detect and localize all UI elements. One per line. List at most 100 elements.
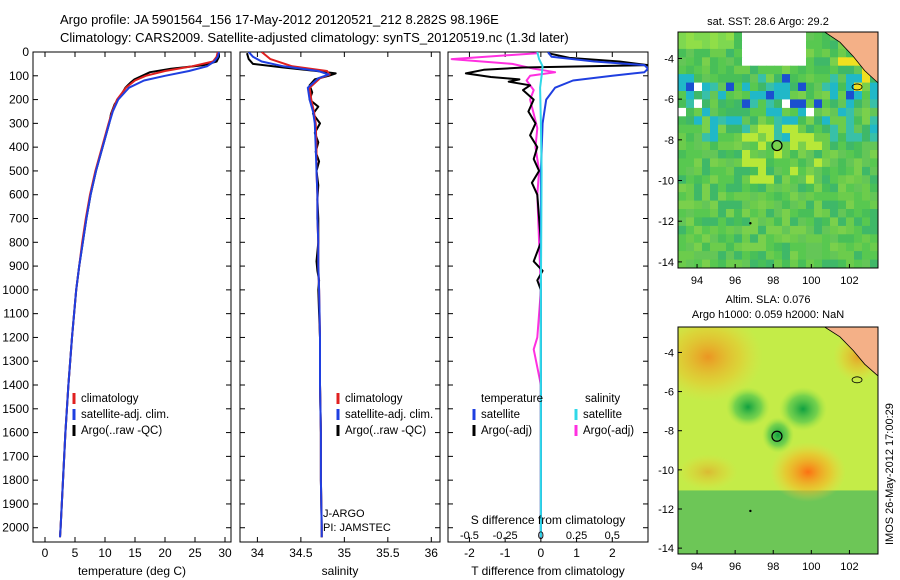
x-tick-label: 15 — [128, 546, 142, 560]
sst-pixel — [766, 74, 775, 83]
sst-pixel — [758, 166, 767, 176]
sst-pixel — [694, 65, 703, 75]
sst-pixel — [702, 65, 711, 75]
sst-pixel — [702, 175, 711, 185]
sst-pixel — [742, 183, 751, 193]
sst-pixel — [750, 200, 759, 210]
sst-pixel — [710, 200, 719, 210]
sst-pixel — [806, 107, 815, 117]
sst-pixel — [838, 217, 847, 227]
sst-pixel — [782, 116, 791, 126]
sst-pixel — [702, 192, 711, 201]
sst-pixel — [734, 48, 743, 58]
y-tick-label: 1300 — [2, 354, 29, 368]
sst-pixel — [742, 242, 751, 252]
sst-pixel — [750, 234, 759, 244]
sst-pixel — [798, 225, 807, 235]
depth-axis: 0 5 10 15 20 25 300100200300400500600700800900… — [2, 45, 232, 560]
sst-pixel — [710, 183, 719, 193]
sst-pixel — [758, 40, 767, 50]
sst-pixel — [694, 57, 703, 67]
sst-pixel — [694, 150, 703, 159]
sst-pixel — [806, 175, 815, 185]
sst-pixel — [798, 32, 807, 41]
sst-pixel — [734, 242, 743, 252]
sst-pixel — [678, 107, 687, 117]
sst-pixel — [822, 217, 831, 227]
sst-pixel — [822, 82, 831, 92]
sst-pixel — [822, 234, 831, 244]
sst-pixel — [742, 225, 751, 235]
sst-pixel — [694, 217, 703, 227]
sst-pixel — [726, 99, 735, 109]
sst-pixel — [806, 225, 815, 235]
sst-pixel — [766, 107, 775, 117]
sst-pixel — [870, 225, 878, 235]
sst-pixel — [742, 234, 751, 244]
sst-pixel — [798, 99, 807, 109]
series-line-s-argo-adj- — [450, 52, 557, 538]
sst-pixel — [686, 192, 695, 201]
sst-pixel — [774, 234, 783, 244]
annotation-pi: PI: JAMSTEC — [323, 522, 391, 534]
sst-pixel — [814, 57, 823, 67]
sst-pixel — [814, 209, 823, 218]
sst-pixel — [710, 234, 719, 244]
sst-pixel — [846, 183, 855, 193]
sst-pixel — [726, 141, 735, 151]
sst-pixel — [718, 183, 727, 193]
temperature-plot-frame — [32, 51, 232, 543]
salinity-axis: 34 34.5 35 35.5 36 — [240, 51, 440, 560]
difference-plot-frame — [447, 51, 649, 543]
sst-pixel — [694, 209, 703, 218]
sst-pixel — [782, 99, 791, 109]
sst-pixel — [678, 74, 687, 83]
temperature-series — [59, 52, 220, 538]
x-tick-label: 10 — [98, 546, 112, 560]
sst-pixel — [814, 107, 823, 117]
sst-pixel — [758, 209, 767, 218]
sst-pixel — [814, 175, 823, 185]
sst-pixel — [718, 107, 727, 117]
y-tick-label: 1400 — [2, 378, 29, 392]
sla-high-nw — [678, 327, 763, 402]
sst-pixel — [806, 200, 815, 210]
sst-pixel — [710, 217, 719, 227]
sst-pixel — [678, 225, 687, 235]
sst-pixel — [814, 65, 823, 75]
sst-pixel — [830, 200, 839, 210]
sst-pixel — [750, 209, 759, 218]
sst-pixel — [782, 107, 791, 117]
sst-pixel — [870, 209, 878, 218]
sst-pixel — [678, 183, 687, 193]
sst-pixel — [838, 259, 847, 268]
sst-pixel — [862, 74, 871, 83]
temperature-xlabel: temperature (deg C) — [78, 564, 186, 578]
sst-pixel — [854, 217, 863, 227]
sst-pixel — [822, 192, 831, 201]
salinity-panel: 34 34.5 35 35.5 36 salinity climatology satel… — [239, 51, 441, 578]
sst-pixel — [822, 158, 831, 168]
sst-pixel — [830, 40, 839, 50]
legend-header-temperature: temperature — [481, 393, 543, 405]
sst-pixel — [710, 259, 719, 268]
sst-pixel — [686, 57, 695, 67]
sst-pixel — [838, 225, 847, 235]
sst-pixel — [838, 65, 847, 75]
sst-pixel — [854, 116, 863, 126]
sst-pixel — [806, 183, 815, 193]
sst-pixel — [838, 200, 847, 210]
sst-pixel — [822, 175, 831, 185]
sst-pixel — [742, 133, 751, 142]
sst-pixel — [734, 91, 743, 100]
sst-pixel — [798, 150, 807, 159]
sst-pixel — [822, 57, 831, 67]
sst-pixel — [678, 234, 687, 244]
sst-pixel — [694, 107, 703, 117]
sst-pixel — [734, 259, 743, 268]
sst-pixel — [862, 141, 871, 151]
sla-low-west — [726, 387, 770, 427]
sst-pixel — [862, 91, 871, 100]
sst-pixel — [838, 175, 847, 185]
sst-pixel — [702, 107, 711, 117]
